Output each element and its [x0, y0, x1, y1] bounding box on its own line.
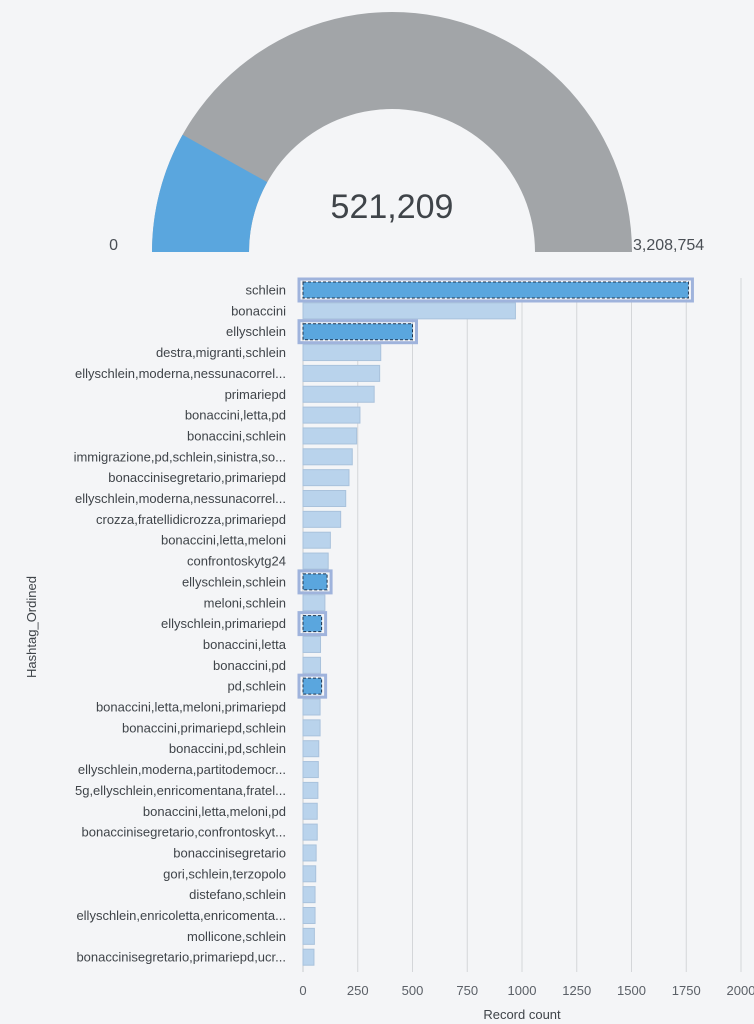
x-tick-label: 250 [347, 983, 369, 998]
bar[interactable] [302, 677, 323, 695]
category-label: ellyschlein,schlein [182, 574, 286, 589]
bar[interactable] [302, 552, 329, 570]
category-label: bonaccini,primariepd,schlein [122, 720, 286, 735]
category-label: bonaccini [231, 303, 286, 318]
bar[interactable] [302, 886, 316, 904]
category-label: ellyschlein,moderna,partitodemocr... [78, 762, 286, 777]
gauge-track [152, 12, 632, 252]
category-label: bonaccinisegretario,confrontoskyt... [82, 825, 287, 840]
bar[interactable] [302, 427, 358, 445]
bar[interactable] [302, 323, 413, 341]
bar[interactable] [302, 469, 350, 487]
category-label: bonaccini,letta,meloni [161, 533, 286, 548]
bar[interactable] [302, 823, 318, 841]
bar[interactable] [302, 927, 315, 945]
bar[interactable] [302, 781, 319, 799]
category-label: 5g,ellyschlein,enricomentana,fratel... [75, 783, 286, 798]
x-tick-label: 1500 [617, 983, 646, 998]
category-label: ellyschlein,moderna,nessunacorrel... [75, 491, 286, 506]
x-tick-label: 0 [299, 983, 306, 998]
category-label: bonaccini,pd [213, 658, 286, 673]
gauge-value: 521,209 [331, 188, 454, 226]
category-label: ellyschlein,enricoletta,enricomenta... [76, 908, 286, 923]
bar-selection-outline [297, 611, 328, 637]
category-label: bonaccinisegretario,primariepd [108, 470, 286, 485]
bar[interactable] [302, 510, 342, 528]
bar[interactable] [302, 573, 328, 591]
category-label: bonaccini,letta [203, 637, 287, 652]
category-label: ellyschlein,primariepd [161, 616, 286, 631]
category-label: bonaccini,pd,schlein [169, 741, 286, 756]
gauge-fill[interactable] [152, 134, 268, 252]
gauge-max-label: 3,208,754 [633, 237, 704, 254]
bar-group [297, 277, 694, 966]
category-label: distefano,schlein [189, 887, 286, 902]
category-label: meloni,schlein [204, 595, 286, 610]
bar[interactable] [302, 802, 318, 820]
bar[interactable] [302, 656, 322, 674]
category-label: primariepd [225, 387, 286, 402]
bar[interactable] [302, 281, 689, 299]
gridlines [302, 278, 742, 972]
bar[interactable] [302, 698, 321, 716]
bar[interactable] [302, 948, 315, 966]
bar[interactable] [302, 490, 347, 507]
bar-selection-outline [297, 277, 694, 303]
category-label: destra,migranti,schlein [156, 345, 286, 360]
x-axis-title: Record count [483, 1007, 561, 1022]
bar[interactable] [302, 448, 353, 466]
bar[interactable] [302, 594, 326, 612]
x-tick-label: 1250 [562, 983, 591, 998]
bar[interactable] [302, 615, 323, 633]
x-tick-label: 1000 [508, 983, 537, 998]
bar[interactable] [302, 406, 361, 424]
category-label: crozza,fratellidicrozza,primariepd [96, 512, 286, 527]
bar[interactable] [302, 344, 382, 362]
x-tick-label: 500 [402, 983, 424, 998]
category-label: schlein [246, 283, 286, 298]
x-tick-label: 750 [456, 983, 478, 998]
category-label: gori,schlein,terzopolo [163, 866, 286, 881]
category-label: confrontoskytg24 [187, 554, 286, 569]
bar[interactable] [302, 364, 381, 382]
bar[interactable] [302, 844, 317, 862]
category-label: immigrazione,pd,schlein,sinistra,so... [74, 449, 286, 464]
category-label: pd,schlein [227, 679, 286, 694]
category-label: bonaccinisegretario,primariepd,ucr... [76, 950, 286, 965]
bar-selection-outline [297, 319, 418, 345]
bar[interactable] [302, 635, 322, 653]
category-label: bonaccini,letta,meloni,pd [143, 804, 286, 819]
y-axis-title: Hashtag_Ordined [24, 576, 39, 678]
bar-selection-outline [297, 673, 328, 699]
category-label: bonaccini,letta,pd [185, 408, 286, 423]
bar[interactable] [302, 740, 320, 758]
category-label: ellyschlein [226, 324, 286, 339]
bar[interactable] [302, 865, 317, 883]
category-label: mollicone,schlein [187, 929, 286, 944]
category-label: bonaccini,letta,meloni,primariepd [96, 700, 286, 715]
category-labels: schlein bonaccini ellyschlein destra,migran… [74, 283, 287, 965]
gauge-chart: 521,209 0 3,208,754 [109, 12, 704, 254]
category-label: ellyschlein,moderna,nessunacorrel... [75, 366, 286, 381]
bar[interactable] [302, 531, 331, 549]
category-label: bonaccini,schlein [187, 428, 286, 443]
gauge-min-label: 0 [109, 237, 118, 254]
bar[interactable] [302, 302, 516, 320]
x-tick-label: 1750 [672, 983, 701, 998]
category-label: bonaccinisegretario [173, 845, 286, 860]
x-axis-ticks: 0 250 500 750 1000 1250 1500 1750 2000 [299, 983, 754, 998]
bar[interactable] [302, 385, 375, 403]
bar[interactable] [302, 719, 321, 737]
bar[interactable] [302, 761, 319, 779]
bar[interactable] [302, 907, 316, 924]
bar-selection-outline [297, 569, 333, 595]
x-tick-label: 2000 [727, 983, 754, 998]
